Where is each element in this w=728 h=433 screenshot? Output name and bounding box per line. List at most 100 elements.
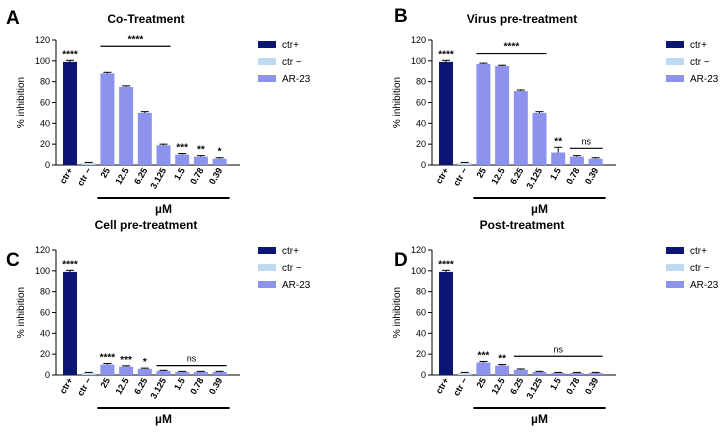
y-tick-label: 100: [411, 266, 426, 276]
legend-label: ctr −: [282, 263, 302, 274]
x-axis-label: µM: [531, 412, 548, 426]
panel-c: C Cell pre-treatment 0 20 40 60 80 100 120 % inhi…: [6, 218, 311, 426]
y-tick-label: 120: [411, 35, 426, 45]
legend-swatch: [258, 58, 276, 65]
significance-label: **: [498, 354, 506, 365]
y-tick-label: 0: [421, 160, 426, 170]
bar-AR23-039: [588, 158, 603, 165]
significance-label: ****: [438, 259, 454, 270]
x-tick-label: 12.5: [489, 166, 506, 186]
x-tick-label: 1.5: [548, 376, 563, 392]
y-tick-label: 20: [416, 139, 426, 149]
x-axis-label: µM: [155, 412, 172, 426]
bar-AR23-625: [137, 112, 152, 165]
legend-swatch: [666, 264, 684, 271]
x-tick-label: 1.5: [172, 166, 187, 182]
y-tick-label: 120: [35, 245, 50, 255]
bar-AR23-25: [100, 364, 115, 375]
x-tick-label: ctr+: [434, 376, 451, 396]
x-axis-label: µM: [155, 202, 172, 216]
bar-AR23-25: [476, 63, 491, 166]
x-tick-label: 6.25: [508, 166, 525, 186]
x-tick-label: 3.125: [148, 166, 168, 191]
y-tick-label: 100: [411, 56, 426, 66]
bar-AR23-125: [119, 86, 134, 165]
x-tick-label: 0.39: [207, 376, 224, 396]
bar-ctr-ctr: [439, 271, 453, 375]
x-tick-label: 6.25: [508, 376, 525, 396]
y-tick-label: 120: [411, 245, 426, 255]
significance-label: ***: [176, 143, 188, 154]
significance-label: ****: [438, 49, 454, 60]
y-tick-label: 0: [421, 370, 426, 380]
y-tick-label: 40: [40, 328, 50, 338]
bar-ctr-ctr: [457, 162, 472, 165]
y-axis-label: % inhibition: [392, 287, 403, 338]
x-tick-label: ctr+: [434, 166, 451, 186]
bar-AR23-039: [588, 372, 603, 375]
x-tick-label: 12.5: [113, 166, 130, 186]
bar-AR23-039: [212, 158, 227, 165]
bar-ctr-ctr: [63, 61, 77, 165]
y-axis-label: % inhibition: [16, 77, 27, 128]
legend-swatch: [258, 247, 276, 254]
significance-label: ****: [62, 259, 78, 270]
bracket-label: ****: [504, 42, 520, 53]
x-tick-label: 25: [98, 166, 112, 180]
significance-label: ****: [100, 353, 116, 364]
legend-swatch: [666, 58, 684, 65]
bar-AR23-125: [119, 366, 134, 375]
bracket-label: ns: [187, 354, 197, 364]
legend-swatch: [666, 281, 684, 288]
y-tick-label: 60: [40, 98, 50, 108]
x-tick-label: ctr −: [451, 166, 469, 188]
bar-AR23-15: [175, 371, 190, 375]
significance-label: ***: [478, 350, 490, 361]
x-tick-label: 3.125: [148, 376, 168, 401]
significance-label: *: [143, 357, 147, 368]
panel-letter: D: [394, 250, 408, 271]
y-tick-label: 40: [416, 118, 426, 128]
x-tick-label: 6.25: [132, 166, 149, 186]
x-tick-label: ctr −: [451, 376, 469, 398]
bar-AR23-25: [476, 362, 491, 375]
panel-b: B Virus pre-treatment 0 20 40 60 80 100 120 % inh…: [392, 6, 719, 216]
bar-AR23-078: [569, 372, 584, 375]
x-tick-label: 3.125: [524, 166, 544, 191]
panel-letter: A: [6, 8, 20, 29]
panel-a: A Co-Treatment 0 20 40 60 80 100 120 % inhibition…: [6, 8, 311, 216]
y-tick-label: 20: [40, 349, 50, 359]
bar-AR23-625: [137, 368, 152, 375]
y-tick-label: 20: [40, 139, 50, 149]
panel-d: D Post-treatment 0 20 40 60 80 100 120 % inhibiti…: [392, 218, 719, 426]
legend-label: ctr+: [690, 246, 707, 257]
legend-label: AR-23: [282, 74, 311, 85]
x-tick-label: ctr −: [75, 166, 93, 188]
legend-label: AR-23: [690, 74, 719, 85]
x-tick-label: 12.5: [113, 376, 130, 396]
bar-ctr-ctr: [439, 61, 453, 165]
legend-label: ctr+: [690, 40, 707, 51]
x-tick-label: 1.5: [548, 166, 563, 182]
y-tick-label: 60: [416, 308, 426, 318]
bar-ctr-ctr: [81, 162, 96, 165]
bar-AR23-078: [193, 371, 208, 375]
bar-AR23-078: [569, 156, 584, 165]
significance-label: **: [554, 136, 562, 147]
y-tick-label: 0: [45, 370, 50, 380]
y-axis-label: % inhibition: [16, 287, 27, 338]
y-tick-label: 20: [416, 349, 426, 359]
y-tick-label: 80: [416, 77, 426, 87]
bar-AR23-25: [100, 73, 115, 165]
legend-label: ctr+: [282, 40, 299, 51]
bar-AR23-625: [513, 369, 528, 375]
x-tick-label: 1.5: [172, 376, 187, 392]
x-tick-label: ctr+: [58, 376, 75, 396]
chart-title: Co-Treatment: [107, 12, 184, 26]
x-tick-label: 0.39: [583, 166, 600, 186]
bar-ctr-ctr: [63, 271, 77, 375]
bar-AR23-039: [212, 371, 227, 375]
bar-AR23-125: [495, 365, 510, 375]
x-tick-label: 12.5: [489, 376, 506, 396]
x-tick-label: 3.125: [524, 376, 544, 401]
